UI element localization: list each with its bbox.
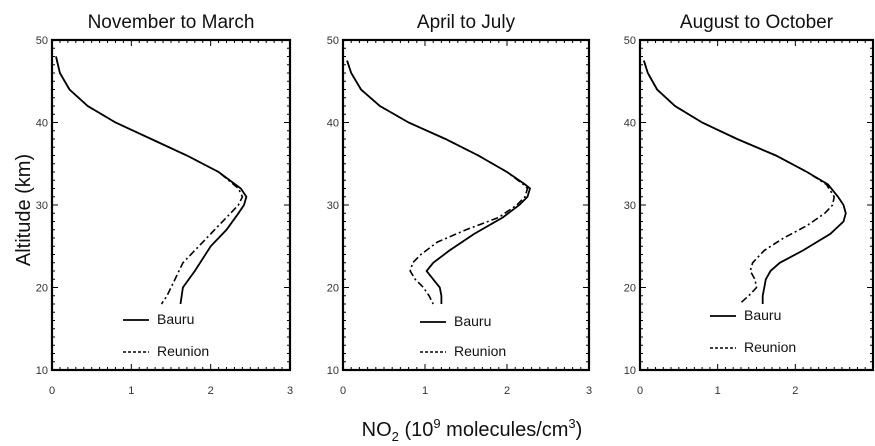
series-line-bauru (346, 60, 532, 304)
x-axis-label-rest-1: (10 (399, 419, 433, 441)
y-tick-label: 40 (36, 118, 48, 130)
legend: Bauru Reunion (710, 307, 796, 355)
y-tick-label: 20 (624, 283, 636, 295)
x-tick-label: 3 (586, 385, 592, 397)
panel-1: November to March 10 20 30 40 50 0 1 2 3 Bauru Reun… (36, 12, 293, 397)
y-tick-label: 50 (36, 35, 48, 47)
y-axis-label: Altitude (km) (13, 154, 35, 266)
series-line-reunion (55, 56, 244, 305)
x-tick-label: 2 (504, 385, 510, 397)
legend-label: Bauru (157, 311, 194, 327)
x-axis-label-rest-2: molecules/cm (441, 419, 569, 441)
y-tick-label: 30 (624, 200, 636, 212)
series-line-reunion (346, 60, 529, 305)
tick-marks (51, 39, 291, 371)
legend-label: Bauru (744, 307, 781, 323)
x-axis-label-main: NO (362, 419, 392, 441)
x-axis-label-sub: 2 (392, 429, 399, 444)
x-axis-label: NO2 (109 molecules/cm3) (362, 416, 583, 444)
y-tick-label: 30 (36, 200, 48, 212)
x-axis-label-sup: 9 (433, 416, 440, 431)
series-line-reunion (643, 60, 836, 305)
x-axis-label-close: ) (576, 419, 583, 441)
x-axis-label-sup2: 3 (568, 416, 575, 431)
x-tick-label: 2 (208, 385, 214, 397)
y-tick-label: 30 (327, 200, 339, 212)
y-tick-label: 10 (36, 365, 48, 377)
x-tick-label: 0 (49, 385, 55, 397)
panel-title: November to March (88, 12, 255, 33)
x-tick-label: 0 (637, 385, 643, 397)
x-tick-label: 0 (340, 385, 346, 397)
tick-marks (342, 39, 590, 371)
panel-title: August to October (680, 12, 834, 33)
tick-marks (639, 39, 874, 371)
x-tick-label: 3 (287, 385, 293, 397)
y-tick-label: 40 (327, 118, 339, 130)
y-tick-label: 20 (36, 283, 48, 295)
legend-label: Bauru (454, 313, 491, 329)
series-line-bauru (55, 56, 248, 305)
legend-label: Reunion (744, 339, 796, 355)
series-line-bauru (643, 60, 847, 304)
legend: Bauru Reunion (123, 311, 209, 359)
y-tick-label: 40 (624, 118, 636, 130)
x-tick-label: 1 (715, 385, 721, 397)
legend-label: Reunion (454, 343, 506, 359)
panel-3: August to October 10 20 30 40 50 0 1 2 Bauru Reuni… (624, 12, 875, 397)
x-tick-label: 2 (792, 385, 798, 397)
x-tick-label: 1 (128, 385, 134, 397)
y-tick-label: 10 (624, 365, 636, 377)
y-tick-label: 50 (327, 35, 339, 47)
panel-title: April to July (417, 12, 516, 33)
y-tick-label: 10 (327, 365, 339, 377)
y-tick-label: 20 (327, 283, 339, 295)
y-tick-label: 50 (624, 35, 636, 47)
legend: Bauru Reunion (420, 313, 506, 359)
x-tick-label: 1 (422, 385, 428, 397)
legend-label: Reunion (157, 343, 209, 359)
panel-2: April to July 10 20 30 40 50 0 1 2 3 Bauru Reunion (327, 12, 592, 397)
